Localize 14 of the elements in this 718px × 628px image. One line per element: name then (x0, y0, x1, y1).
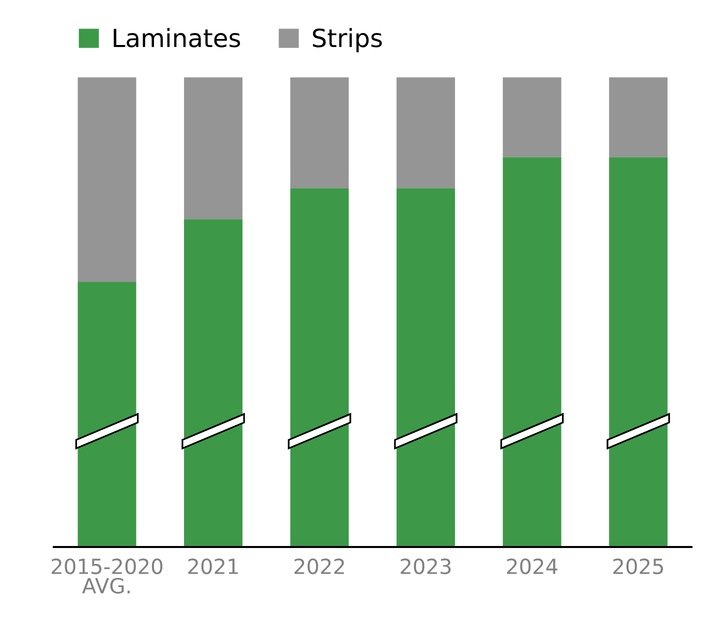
bar (78, 77, 136, 282)
bar (609, 77, 668, 158)
bar (502, 77, 562, 158)
x-tick-label: 2023 (400, 558, 451, 574)
x-tick-label: 2022 (294, 558, 344, 574)
x-tick-label: 2021 (188, 558, 238, 574)
legend-label: Strips (312, 28, 382, 52)
x-tick-label: 2015-2020 AVG. (52, 558, 162, 594)
legend-label: Laminates (114, 28, 240, 48)
bar (184, 77, 242, 220)
x-tick-label: 2025 (613, 558, 663, 574)
x-tick-label: 2024 (507, 558, 558, 574)
bar (396, 77, 455, 188)
bar (290, 77, 349, 188)
